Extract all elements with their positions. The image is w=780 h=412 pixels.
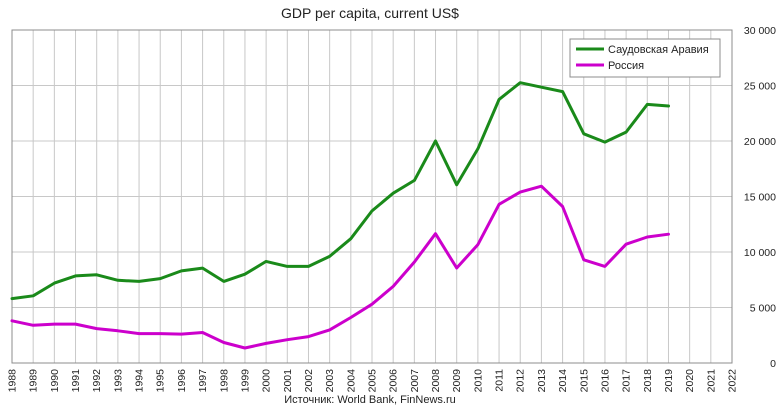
x-tick-label: 2009 [451, 369, 463, 393]
x-tick-label: 2015 [578, 369, 590, 393]
y-tick-label: 10 000 [744, 247, 776, 259]
x-tick-label: 1989 [28, 369, 40, 393]
series-line-russia [10, 184, 670, 350]
x-tick-label: 2005 [367, 369, 379, 393]
x-tick-label: 1993 [112, 369, 124, 393]
y-tick-label: 15 000 [744, 192, 776, 204]
x-tick-label: 1999 [239, 369, 251, 393]
x-tick-label: 2022 [727, 369, 739, 393]
x-tick-label: 1996 [176, 369, 188, 393]
x-tick-label: 2010 [472, 369, 484, 393]
y-tick-label: 5 000 [750, 303, 776, 315]
x-tick-label: 2004 [345, 369, 357, 393]
plot-border [11, 29, 733, 364]
chart-title: GDP per capita, current US$ [281, 5, 459, 21]
legend-box [569, 38, 721, 78]
source-note: Источник: World Bank, FinNews.ru [284, 394, 455, 406]
legend: Саудовская Аравия Россия [569, 38, 721, 78]
x-tick-label: 1997 [197, 369, 209, 393]
x-tick-label: 2011 [494, 369, 506, 392]
x-tick-label: 2007 [409, 369, 421, 393]
x-tick-label: 1991 [70, 369, 82, 393]
x-tick-label: 2020 [684, 369, 696, 393]
x-tick-label: 2018 [642, 369, 654, 393]
x-tick-label: 2003 [324, 369, 336, 393]
y-tick-label: 20 000 [744, 136, 776, 148]
x-tick-label: 2008 [430, 369, 442, 393]
x-tick-label: 1994 [134, 369, 146, 393]
x-tick-label: 1995 [155, 369, 167, 393]
x-tick-label: 2012 [515, 369, 527, 393]
y-tick-label: 30 000 [744, 25, 776, 37]
x-tick-label: 2006 [388, 369, 400, 393]
x-tick-label: 2017 [621, 369, 633, 393]
x-tick-label: 1988 [7, 369, 19, 393]
x-tick-label: 2001 [282, 369, 294, 393]
y-tick-label: 25 000 [744, 81, 776, 93]
x-tick-label: 2014 [557, 369, 569, 393]
y-tick-label: 0 [770, 358, 776, 370]
x-tick-label: 2002 [303, 369, 315, 393]
x-tick-label: 2019 [663, 369, 675, 393]
legend-label-saudi: Саудовская Аравия [608, 44, 709, 56]
series-layer [10, 81, 670, 350]
x-tick-label: 2021 [705, 369, 717, 393]
x-tick-labels: 1988 1989 1990 1991 1992 1993 1994 1995 1996 1997… [7, 369, 739, 393]
legend-label-russia: Россия [608, 60, 644, 72]
y-tick-labels: 0 5 000 10 000 15 000 20 000 25 000 30 000 [744, 25, 776, 370]
x-tick-label: 2016 [599, 369, 611, 393]
x-tick-label: 1990 [49, 369, 61, 393]
series-line-saudi [10, 81, 670, 301]
x-tick-label: 2000 [261, 369, 273, 393]
x-tick-label: 1992 [91, 369, 103, 393]
x-tick-label: 1998 [218, 369, 230, 393]
x-tick-label: 2013 [536, 369, 548, 393]
